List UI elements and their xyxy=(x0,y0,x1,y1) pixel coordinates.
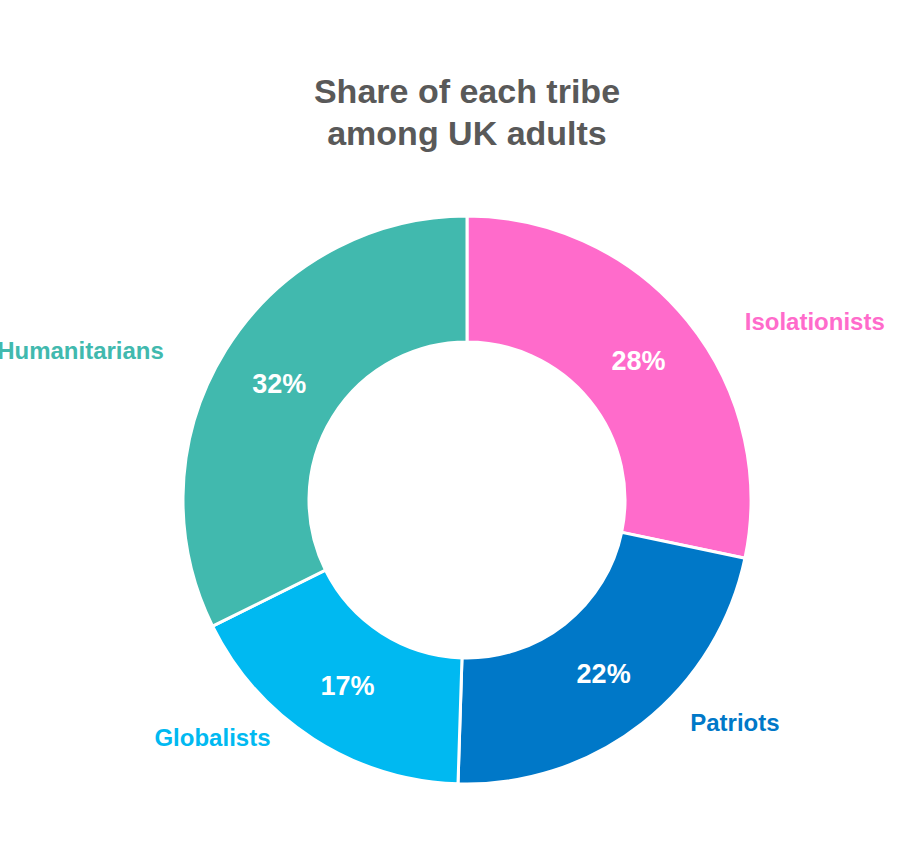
chart-title-line: among UK adults xyxy=(327,114,607,152)
data-label: 22% xyxy=(577,659,631,689)
data-label: 17% xyxy=(320,671,374,701)
category-label: Humanitarians xyxy=(0,337,164,364)
slice xyxy=(458,532,745,784)
category-label: Globalists xyxy=(154,724,270,751)
slice xyxy=(467,216,751,558)
category-label: Patriots xyxy=(690,709,779,736)
data-label: 28% xyxy=(612,346,666,376)
slice xyxy=(183,216,467,626)
category-label: Isolationists xyxy=(745,308,885,335)
slices xyxy=(183,216,751,784)
chart-container: Share of each tribe among UK adults 28% 22%… xyxy=(0,0,924,856)
chart-title-line: Share of each tribe xyxy=(314,72,620,110)
labels: 28% 22% 17% 32% Isolationists Patriots Globali… xyxy=(0,308,885,751)
data-label: 32% xyxy=(252,369,306,399)
chart-title: Share of each tribe among UK adults xyxy=(314,72,620,152)
chart-svg: Share of each tribe among UK adults 28% 22%… xyxy=(0,0,924,856)
